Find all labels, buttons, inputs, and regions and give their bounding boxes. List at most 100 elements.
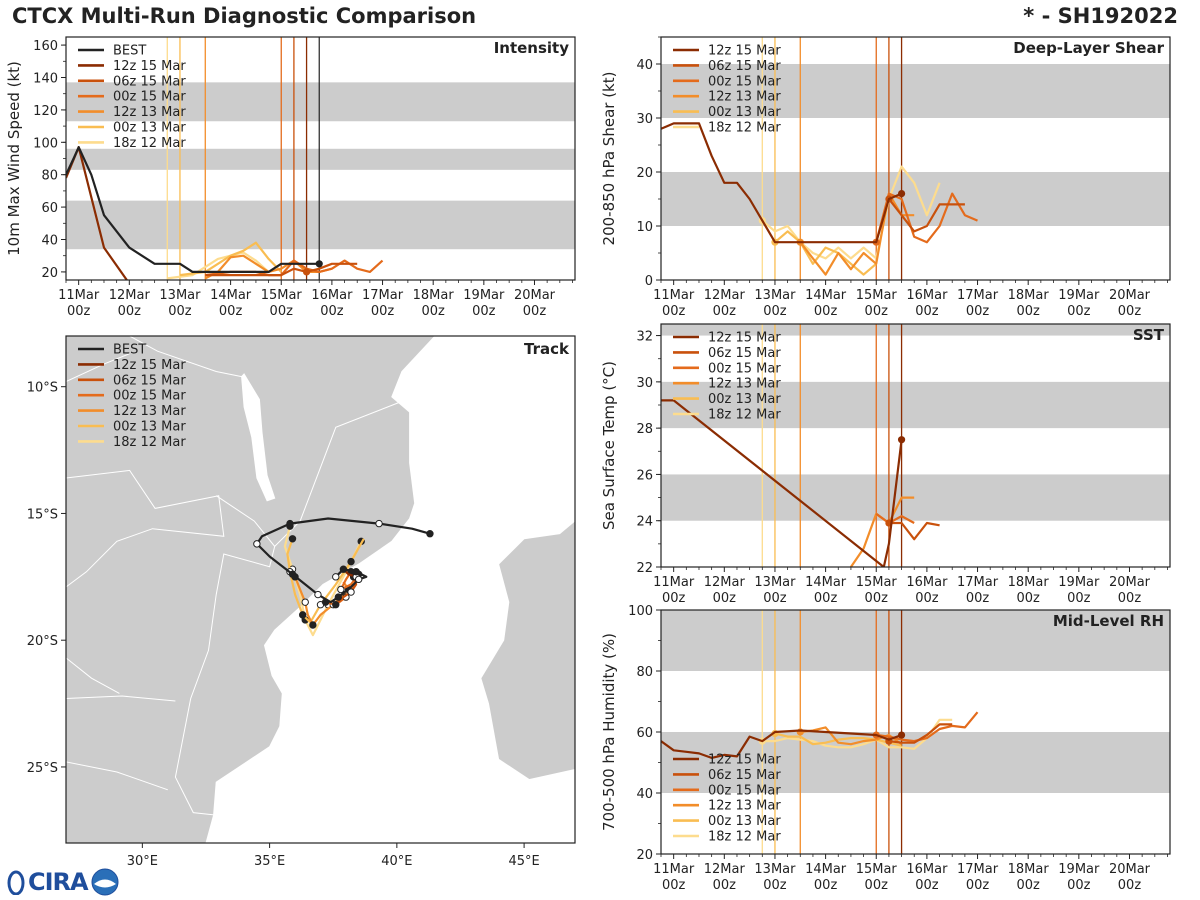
rh-xtick-day: 11Mar [653, 862, 695, 877]
track-frame [65, 335, 576, 844]
shear-ytick-label: 20 [636, 166, 653, 181]
rh-xtick-day: 15Mar [856, 862, 898, 877]
sst-xtick-day: 19Mar [1058, 575, 1100, 590]
sst-legend-label-00z-13-mar: 00z 13 Mar [708, 392, 781, 407]
panel-sst: 22242628303211Mar00z12Mar00z13Mar00z14Ma… [600, 323, 1171, 606]
sst-series-12z-15-mar [661, 399, 903, 567]
track-point-00z-13-mar [288, 535, 297, 543]
country-border [66, 657, 120, 694]
shear-xtick-hour: 00z [915, 304, 939, 319]
rh-xtick-day: 16Mar [906, 862, 948, 877]
track-ytick-label: 15°S [27, 507, 58, 522]
intensity-xtick-day: 12Mar [109, 288, 151, 303]
rh-xtick-hour: 00z [865, 878, 889, 893]
track-point-best [332, 573, 340, 581]
sst-ytick-label: 30 [636, 376, 653, 391]
country-border [174, 495, 276, 816]
sst-xtick-day: 16Mar [906, 575, 948, 590]
intensity-xtick-day: 16Mar [311, 288, 353, 303]
panel-track: 30°E 35°E 40°E 45°E 10°S 15°S 20°S 25°S Track BES… [27, 335, 576, 869]
intensity-xtick-day: 20Mar [514, 288, 556, 303]
sst-shade-band-2 [661, 324, 1170, 336]
shear-shade-band-0 [661, 172, 1170, 226]
intensity-xtick-hour: 00z [168, 304, 192, 319]
track-point-best [314, 590, 322, 599]
shear-legend-label-18z-12-mar: 18z 12 Mar [708, 121, 781, 136]
rh-xtick-day: 18Mar [1008, 862, 1050, 877]
intensity-point-06z-15-mar [302, 268, 311, 276]
track-point-best [286, 519, 294, 528]
track-point-12z-13-mar [309, 621, 317, 629]
sst-xtick-day: 12Mar [704, 575, 746, 590]
intensity-ytick-label: 120 [33, 104, 58, 119]
rh-legend-label-18z-12-mar: 18z 12 Mar [708, 830, 781, 845]
shear-xtick-hour: 00z [713, 304, 737, 319]
rh-xtick-hour: 00z [1067, 878, 1091, 893]
rh-xtick-hour: 00z [814, 878, 838, 893]
sst-xtick-day: 20Mar [1109, 575, 1151, 590]
shear-xtick-hour: 00z [1118, 304, 1142, 319]
shear-xtick-day: 19Mar [1058, 288, 1100, 303]
intensity-xtick-hour: 00z [219, 304, 243, 319]
rh-legend-label-00z-15-mar: 00z 15 Mar [708, 783, 781, 798]
intensity-legend-label-12z-13-mar: 12z 13 Mar [113, 105, 186, 120]
track-xtick-label: 40°E [381, 854, 412, 869]
intensity-xtick-hour: 00z [320, 304, 344, 319]
shear-xtick-day: 15Mar [856, 288, 898, 303]
track-legend-label-12z-15-mar: 12z 15 Mar [113, 358, 186, 373]
sst-xtick-hour: 00z [713, 591, 737, 606]
country-border [66, 761, 168, 791]
sst-ytick-label: 32 [636, 330, 653, 345]
sst-xtick-hour: 00z [1017, 591, 1041, 606]
storm-id: * - SH192022 [1023, 4, 1178, 28]
track-point-best [288, 570, 297, 578]
shear-xtick-hour: 00z [1067, 304, 1091, 319]
intensity-xtick-hour: 00z [371, 304, 395, 319]
shear-xtick-day: 18Mar [1008, 288, 1050, 303]
intensity-series-best [66, 146, 320, 273]
sst-legend-label-00z-15-mar: 00z 15 Mar [708, 361, 781, 376]
intensity-legend-label-06z-15-mar: 06z 15 Mar [113, 74, 186, 89]
shear-ytick-label: 40 [636, 58, 653, 73]
track-series-00z-13-mar [286, 538, 365, 624]
shear-legend-label-12z-15-mar: 12z 15 Mar [708, 44, 781, 59]
intensity-xtick-hour: 00z [270, 304, 294, 319]
track-point-06z-15-mar [332, 601, 340, 609]
sst-xtick-day: 17Mar [957, 575, 999, 590]
track-point-best [253, 540, 261, 548]
rh-point-12z-15-mar [897, 731, 906, 739]
shear-xtick-day: 13Mar [754, 288, 796, 303]
rh-xtick-hour: 00z [662, 878, 686, 893]
rh-xtick-hour: 00z [915, 878, 939, 893]
noaa-emblem-icon [91, 868, 119, 896]
shear-legend-label-00z-15-mar: 00z 15 Mar [708, 74, 781, 89]
shear-series-18z-12-mar [761, 165, 941, 260]
track-xtick-label: 30°E [127, 854, 158, 869]
intensity-xtick-day: 19Mar [463, 288, 505, 303]
intensity-ylabel: 10m Max Wind Speed (kt) [5, 61, 23, 256]
rh-series-18z-12-mar [762, 718, 953, 750]
intensity-legend-label-18z-12-mar: 18z 12 Mar [113, 136, 186, 151]
sst-ytick-label: 28 [636, 422, 653, 437]
intensity-ytick-label: 40 [41, 234, 58, 249]
intensity-shade-band-2 [66, 82, 575, 122]
panel-shear: 01020304011Mar00z12Mar00z13Mar00z14Mar00… [600, 36, 1171, 319]
intensity-ytick-label: 20 [41, 266, 58, 281]
shear-point-12z-15-mar [897, 190, 906, 198]
track-legend-label-06z-15-mar: 06z 15 Mar [113, 373, 186, 388]
track-xtick-label: 45°E [508, 854, 539, 869]
rh-xtick-day: 20Mar [1109, 862, 1151, 877]
sst-xtick-day: 18Mar [1008, 575, 1050, 590]
rh-panel-title: Mid-Level RH [1053, 612, 1164, 630]
intensity-ytick-label: 100 [33, 136, 58, 151]
logo-icon [7, 870, 25, 895]
track-legend-label-best: BEST [113, 343, 146, 358]
rh-xtick-day: 17Mar [957, 862, 999, 877]
sst-legend-label-12z-13-mar: 12z 13 Mar [708, 377, 781, 392]
shear-ytick-label: 10 [636, 220, 653, 235]
rh-legend-label-00z-13-mar: 00z 13 Mar [708, 814, 781, 829]
sst-point-12z-15-mar [897, 436, 906, 444]
sst-legend-label-18z-12-mar: 18z 12 Mar [708, 408, 781, 423]
intensity-shade-band-1 [66, 148, 575, 170]
